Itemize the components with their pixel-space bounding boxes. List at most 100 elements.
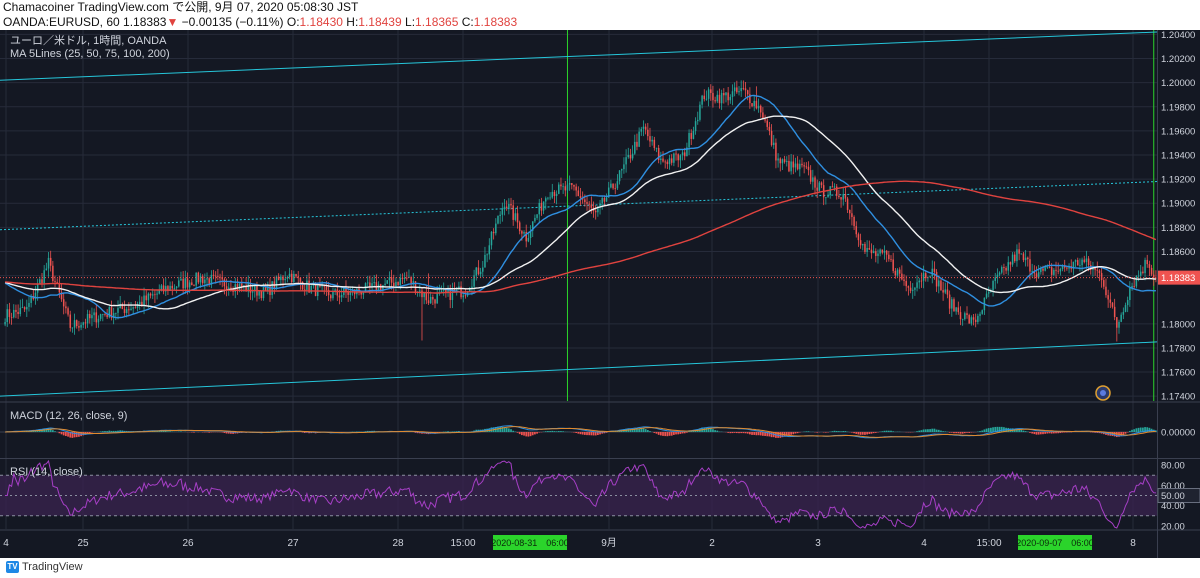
candle[interactable]: [898, 267, 901, 282]
candle[interactable]: [67, 306, 69, 317]
candle[interactable]: [69, 310, 71, 332]
candle[interactable]: [386, 280, 389, 285]
candle[interactable]: [620, 168, 623, 178]
candle[interactable]: [486, 253, 488, 263]
time-highlight-tag[interactable]: [1018, 535, 1092, 550]
candle[interactable]: [1007, 256, 1010, 276]
candle[interactable]: [330, 293, 332, 302]
candle[interactable]: [366, 276, 369, 288]
candle[interactable]: [1079, 258, 1081, 272]
candle[interactable]: [651, 135, 653, 146]
candle[interactable]: [712, 85, 714, 108]
candle[interactable]: [994, 272, 996, 289]
candle[interactable]: [162, 278, 165, 295]
candle[interactable]: [388, 271, 391, 289]
candle[interactable]: [846, 196, 849, 213]
candle[interactable]: [1048, 260, 1051, 269]
candle[interactable]: [143, 287, 145, 315]
candle[interactable]: [1059, 267, 1062, 276]
candle[interactable]: [525, 224, 527, 248]
candle[interactable]: [766, 117, 768, 131]
candle[interactable]: [17, 304, 19, 319]
candle[interactable]: [429, 291, 432, 304]
candle[interactable]: [614, 183, 617, 195]
candle[interactable]: [1118, 319, 1120, 334]
candle[interactable]: [571, 183, 573, 190]
candle[interactable]: [562, 183, 564, 194]
candle[interactable]: [657, 144, 660, 164]
candle[interactable]: [403, 272, 406, 284]
candle[interactable]: [1124, 302, 1127, 313]
ma-200-line[interactable]: [5, 180, 1157, 294]
candle[interactable]: [631, 145, 634, 161]
candle[interactable]: [723, 88, 725, 104]
candle[interactable]: [423, 292, 425, 305]
candle[interactable]: [1139, 264, 1142, 279]
candle[interactable]: [56, 278, 58, 284]
candle[interactable]: [738, 86, 740, 96]
candle[interactable]: [201, 274, 204, 286]
candle[interactable]: [91, 307, 93, 327]
candle[interactable]: [573, 184, 575, 191]
time-highlight-tag[interactable]: [493, 535, 567, 550]
candle[interactable]: [740, 80, 742, 97]
candle[interactable]: [594, 204, 597, 220]
candle[interactable]: [564, 180, 567, 197]
candle[interactable]: [733, 82, 736, 97]
candle[interactable]: [8, 302, 11, 324]
candle[interactable]: [942, 281, 944, 301]
candle[interactable]: [84, 318, 87, 329]
ma-50-line[interactable]: [4, 115, 1156, 310]
candle[interactable]: [241, 277, 243, 293]
candle[interactable]: [699, 101, 701, 122]
candle[interactable]: [43, 265, 45, 290]
candle[interactable]: [803, 162, 805, 174]
last-price-tag[interactable]: [1158, 270, 1200, 285]
candle[interactable]: [972, 314, 975, 326]
candle[interactable]: [130, 301, 132, 311]
candle[interactable]: [1027, 256, 1029, 267]
candle[interactable]: [1133, 278, 1135, 290]
candle[interactable]: [783, 155, 786, 164]
candle[interactable]: [13, 304, 15, 319]
candle[interactable]: [49, 250, 52, 272]
candle[interactable]: [512, 199, 514, 226]
candle[interactable]: [835, 184, 838, 200]
candle[interactable]: [775, 138, 777, 169]
candle[interactable]: [191, 278, 193, 286]
candle[interactable]: [1053, 267, 1055, 277]
candle[interactable]: [681, 148, 684, 161]
candle[interactable]: [78, 320, 80, 332]
candle[interactable]: [288, 267, 291, 280]
candle[interactable]: [1018, 242, 1020, 261]
candle[interactable]: [1011, 252, 1014, 267]
candle[interactable]: [178, 276, 180, 288]
candle[interactable]: [610, 179, 612, 189]
candle[interactable]: [909, 281, 912, 294]
candle[interactable]: [974, 313, 977, 328]
candle[interactable]: [857, 232, 860, 247]
candle[interactable]: [401, 273, 404, 285]
candle[interactable]: [1005, 266, 1007, 275]
candle[interactable]: [818, 180, 821, 193]
candle[interactable]: [21, 298, 24, 309]
candle[interactable]: [112, 307, 115, 325]
candle[interactable]: [1129, 281, 1131, 307]
candle[interactable]: [490, 230, 493, 250]
candle[interactable]: [258, 290, 260, 300]
candle[interactable]: [108, 304, 111, 319]
candle[interactable]: [977, 313, 979, 325]
candle[interactable]: [282, 275, 284, 289]
candle[interactable]: [673, 152, 675, 167]
candle[interactable]: [236, 278, 239, 295]
candle[interactable]: [286, 275, 289, 283]
candle[interactable]: [1055, 261, 1057, 279]
candle[interactable]: [4, 318, 6, 327]
candle[interactable]: [1074, 259, 1077, 267]
candle[interactable]: [981, 309, 983, 315]
candle[interactable]: [859, 233, 862, 249]
candle[interactable]: [558, 182, 560, 195]
candle[interactable]: [638, 127, 640, 148]
candle[interactable]: [772, 135, 775, 149]
candle[interactable]: [421, 286, 423, 341]
